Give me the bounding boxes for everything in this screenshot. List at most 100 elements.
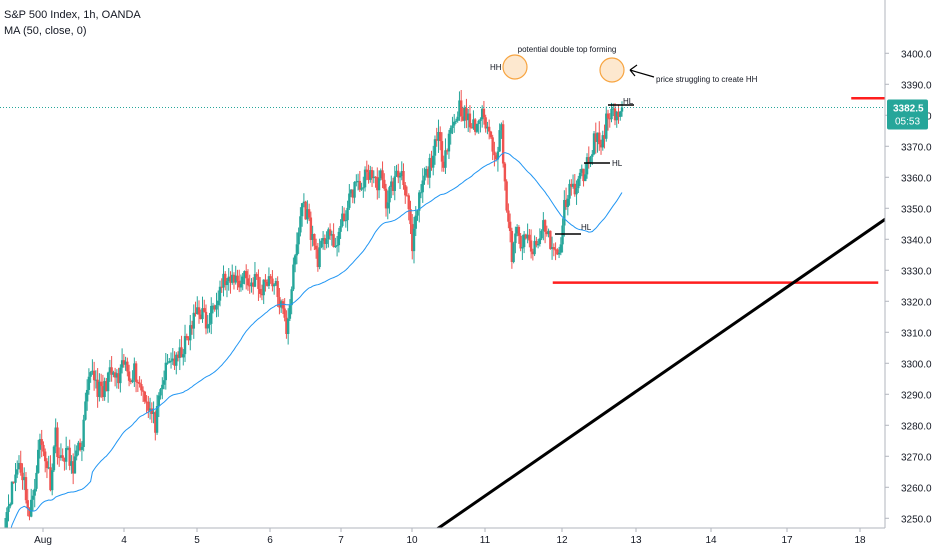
candle-body <box>418 192 421 211</box>
candle-body <box>334 246 337 248</box>
candle-body <box>369 170 372 180</box>
y-tick-label: 3330.0 <box>901 266 932 277</box>
candle-body <box>103 381 106 398</box>
candle-body <box>414 215 417 229</box>
candle-body <box>612 108 615 110</box>
candle-body <box>245 271 248 279</box>
candle-body <box>9 504 12 507</box>
candle-body <box>575 188 578 195</box>
candle-body <box>589 156 592 164</box>
y-tick-label: 3300.0 <box>901 359 932 370</box>
candle-body <box>411 224 414 252</box>
candle-body <box>80 446 84 450</box>
candle-body <box>453 121 456 126</box>
candle-body <box>384 188 388 209</box>
candle-body <box>217 300 220 306</box>
candle-body <box>267 276 271 286</box>
candle-body <box>412 228 416 252</box>
candle-body <box>50 470 54 491</box>
candle-body <box>459 100 463 117</box>
hl-label-1: HL <box>623 97 634 106</box>
candle-body <box>339 225 342 232</box>
ma-indicator-label[interactable]: MA (50, close, 0) <box>4 25 87 37</box>
candle-body <box>517 226 521 236</box>
candle-body <box>68 447 71 466</box>
candle-body <box>258 288 262 294</box>
candle-body <box>272 284 276 287</box>
candle-body <box>129 380 133 383</box>
candle-body <box>552 247 556 250</box>
candle-body <box>512 243 515 262</box>
candle-body <box>246 278 250 286</box>
candle-body <box>40 439 43 445</box>
candle-body <box>42 444 45 452</box>
candle-body <box>404 185 407 196</box>
candle-body <box>274 281 278 285</box>
candle-body <box>99 381 103 387</box>
candle-body <box>101 386 105 398</box>
candle-body <box>561 225 564 245</box>
candle-body <box>487 126 491 132</box>
candle-body <box>346 207 349 221</box>
candle-body <box>591 154 594 157</box>
candle-body <box>360 188 363 190</box>
candle-body <box>21 472 24 481</box>
candle-body <box>549 230 552 249</box>
y-tick-label: 3260.0 <box>901 483 932 494</box>
candle-body <box>183 336 187 355</box>
countdown-value: 05:53 <box>895 117 920 128</box>
candle-body <box>550 247 554 249</box>
candle-body <box>47 467 50 469</box>
candle-body <box>362 187 365 189</box>
candle-body <box>5 512 8 529</box>
candle-body <box>248 285 251 287</box>
candle-body <box>164 362 168 381</box>
candle-body <box>220 286 223 288</box>
y-tick-label: 3350.0 <box>901 204 932 215</box>
candle-body <box>271 278 274 287</box>
candle-body <box>16 469 19 475</box>
candle-body <box>178 347 181 358</box>
candle-body <box>376 177 379 191</box>
x-tick-label: 14 <box>705 535 717 546</box>
candle-body <box>194 312 197 314</box>
symbol-title[interactable]: S&P 500 Index, 1h, OANDA <box>4 9 141 21</box>
candle-body <box>601 135 604 148</box>
x-tick-label: 4 <box>121 535 127 546</box>
candle-body <box>542 220 545 231</box>
candle-body <box>269 276 272 279</box>
ma-layer <box>4 152 623 548</box>
candle-body <box>197 307 201 315</box>
candle-body <box>285 317 288 335</box>
candle-body <box>262 279 265 296</box>
candle-body <box>225 281 229 286</box>
candle-body <box>592 133 596 155</box>
candle-body <box>461 116 465 121</box>
candle-body <box>522 234 526 248</box>
candle-body <box>508 221 512 231</box>
second-top-circle <box>599 57 625 83</box>
candle-body <box>297 232 300 245</box>
candle-body <box>556 249 559 255</box>
candle-body <box>14 474 17 483</box>
candle-body <box>182 354 185 358</box>
y-tick-label: 3360.0 <box>901 173 932 184</box>
candle-body <box>496 151 500 160</box>
candle-body <box>145 401 148 403</box>
candle-body <box>419 192 423 194</box>
candle-body <box>206 324 209 329</box>
candle-body <box>391 181 395 191</box>
candle-body <box>356 180 360 182</box>
candle-body <box>75 450 78 457</box>
candle-body <box>138 382 141 385</box>
candle-body <box>598 132 601 145</box>
candle-body <box>370 170 374 179</box>
y-tick-label: 3400.0 <box>901 49 932 60</box>
candle-body <box>28 508 31 517</box>
candle-body <box>564 199 568 207</box>
candle-body <box>426 168 430 178</box>
candle-body <box>154 412 157 433</box>
candle-body <box>383 179 386 189</box>
